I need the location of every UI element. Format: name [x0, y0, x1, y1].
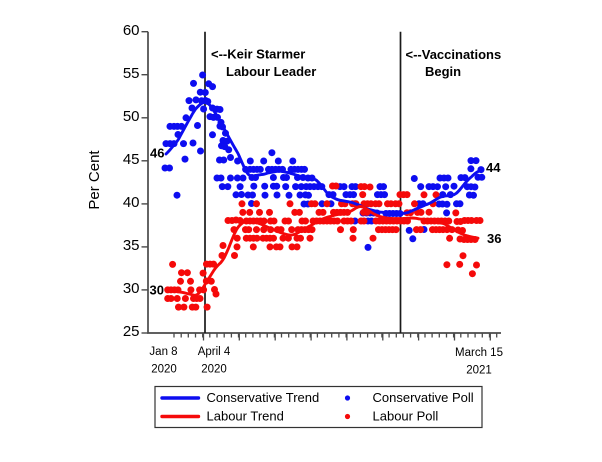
svg-text:44: 44 [486, 160, 501, 175]
svg-text:45: 45 [123, 151, 140, 168]
svg-text:Jan 8: Jan 8 [149, 346, 177, 358]
svg-text:Conservative Trend: Conservative Trend [207, 390, 320, 405]
svg-text:Per Cent: Per Cent [86, 150, 103, 210]
svg-text:Labour Poll: Labour Poll [373, 409, 439, 424]
svg-text:2021: 2021 [466, 365, 492, 377]
svg-text:2020: 2020 [151, 364, 177, 376]
svg-text:60: 60 [123, 22, 140, 39]
svg-text:Labour Trend: Labour Trend [207, 409, 284, 424]
svg-text:50: 50 [123, 108, 140, 125]
svg-text:25: 25 [123, 323, 140, 340]
svg-text:30: 30 [123, 280, 140, 297]
svg-text:Begin: Begin [425, 64, 461, 79]
svg-text:<--Vaccinations: <--Vaccinations [406, 47, 502, 62]
svg-text:35: 35 [123, 237, 140, 254]
svg-text:40: 40 [123, 194, 140, 211]
svg-text:Labour Leader: Labour Leader [226, 64, 316, 79]
svg-text:<--Keir Starmer: <--Keir Starmer [211, 47, 305, 62]
svg-text:April 4: April 4 [198, 346, 231, 358]
svg-text:2020: 2020 [201, 364, 227, 376]
svg-text:30: 30 [150, 282, 164, 297]
svg-text:46: 46 [150, 146, 164, 161]
svg-text:Conservative Poll: Conservative Poll [373, 390, 474, 405]
svg-text:55: 55 [123, 65, 140, 82]
svg-text:March 15: March 15 [455, 347, 503, 359]
svg-text:36: 36 [487, 231, 501, 246]
